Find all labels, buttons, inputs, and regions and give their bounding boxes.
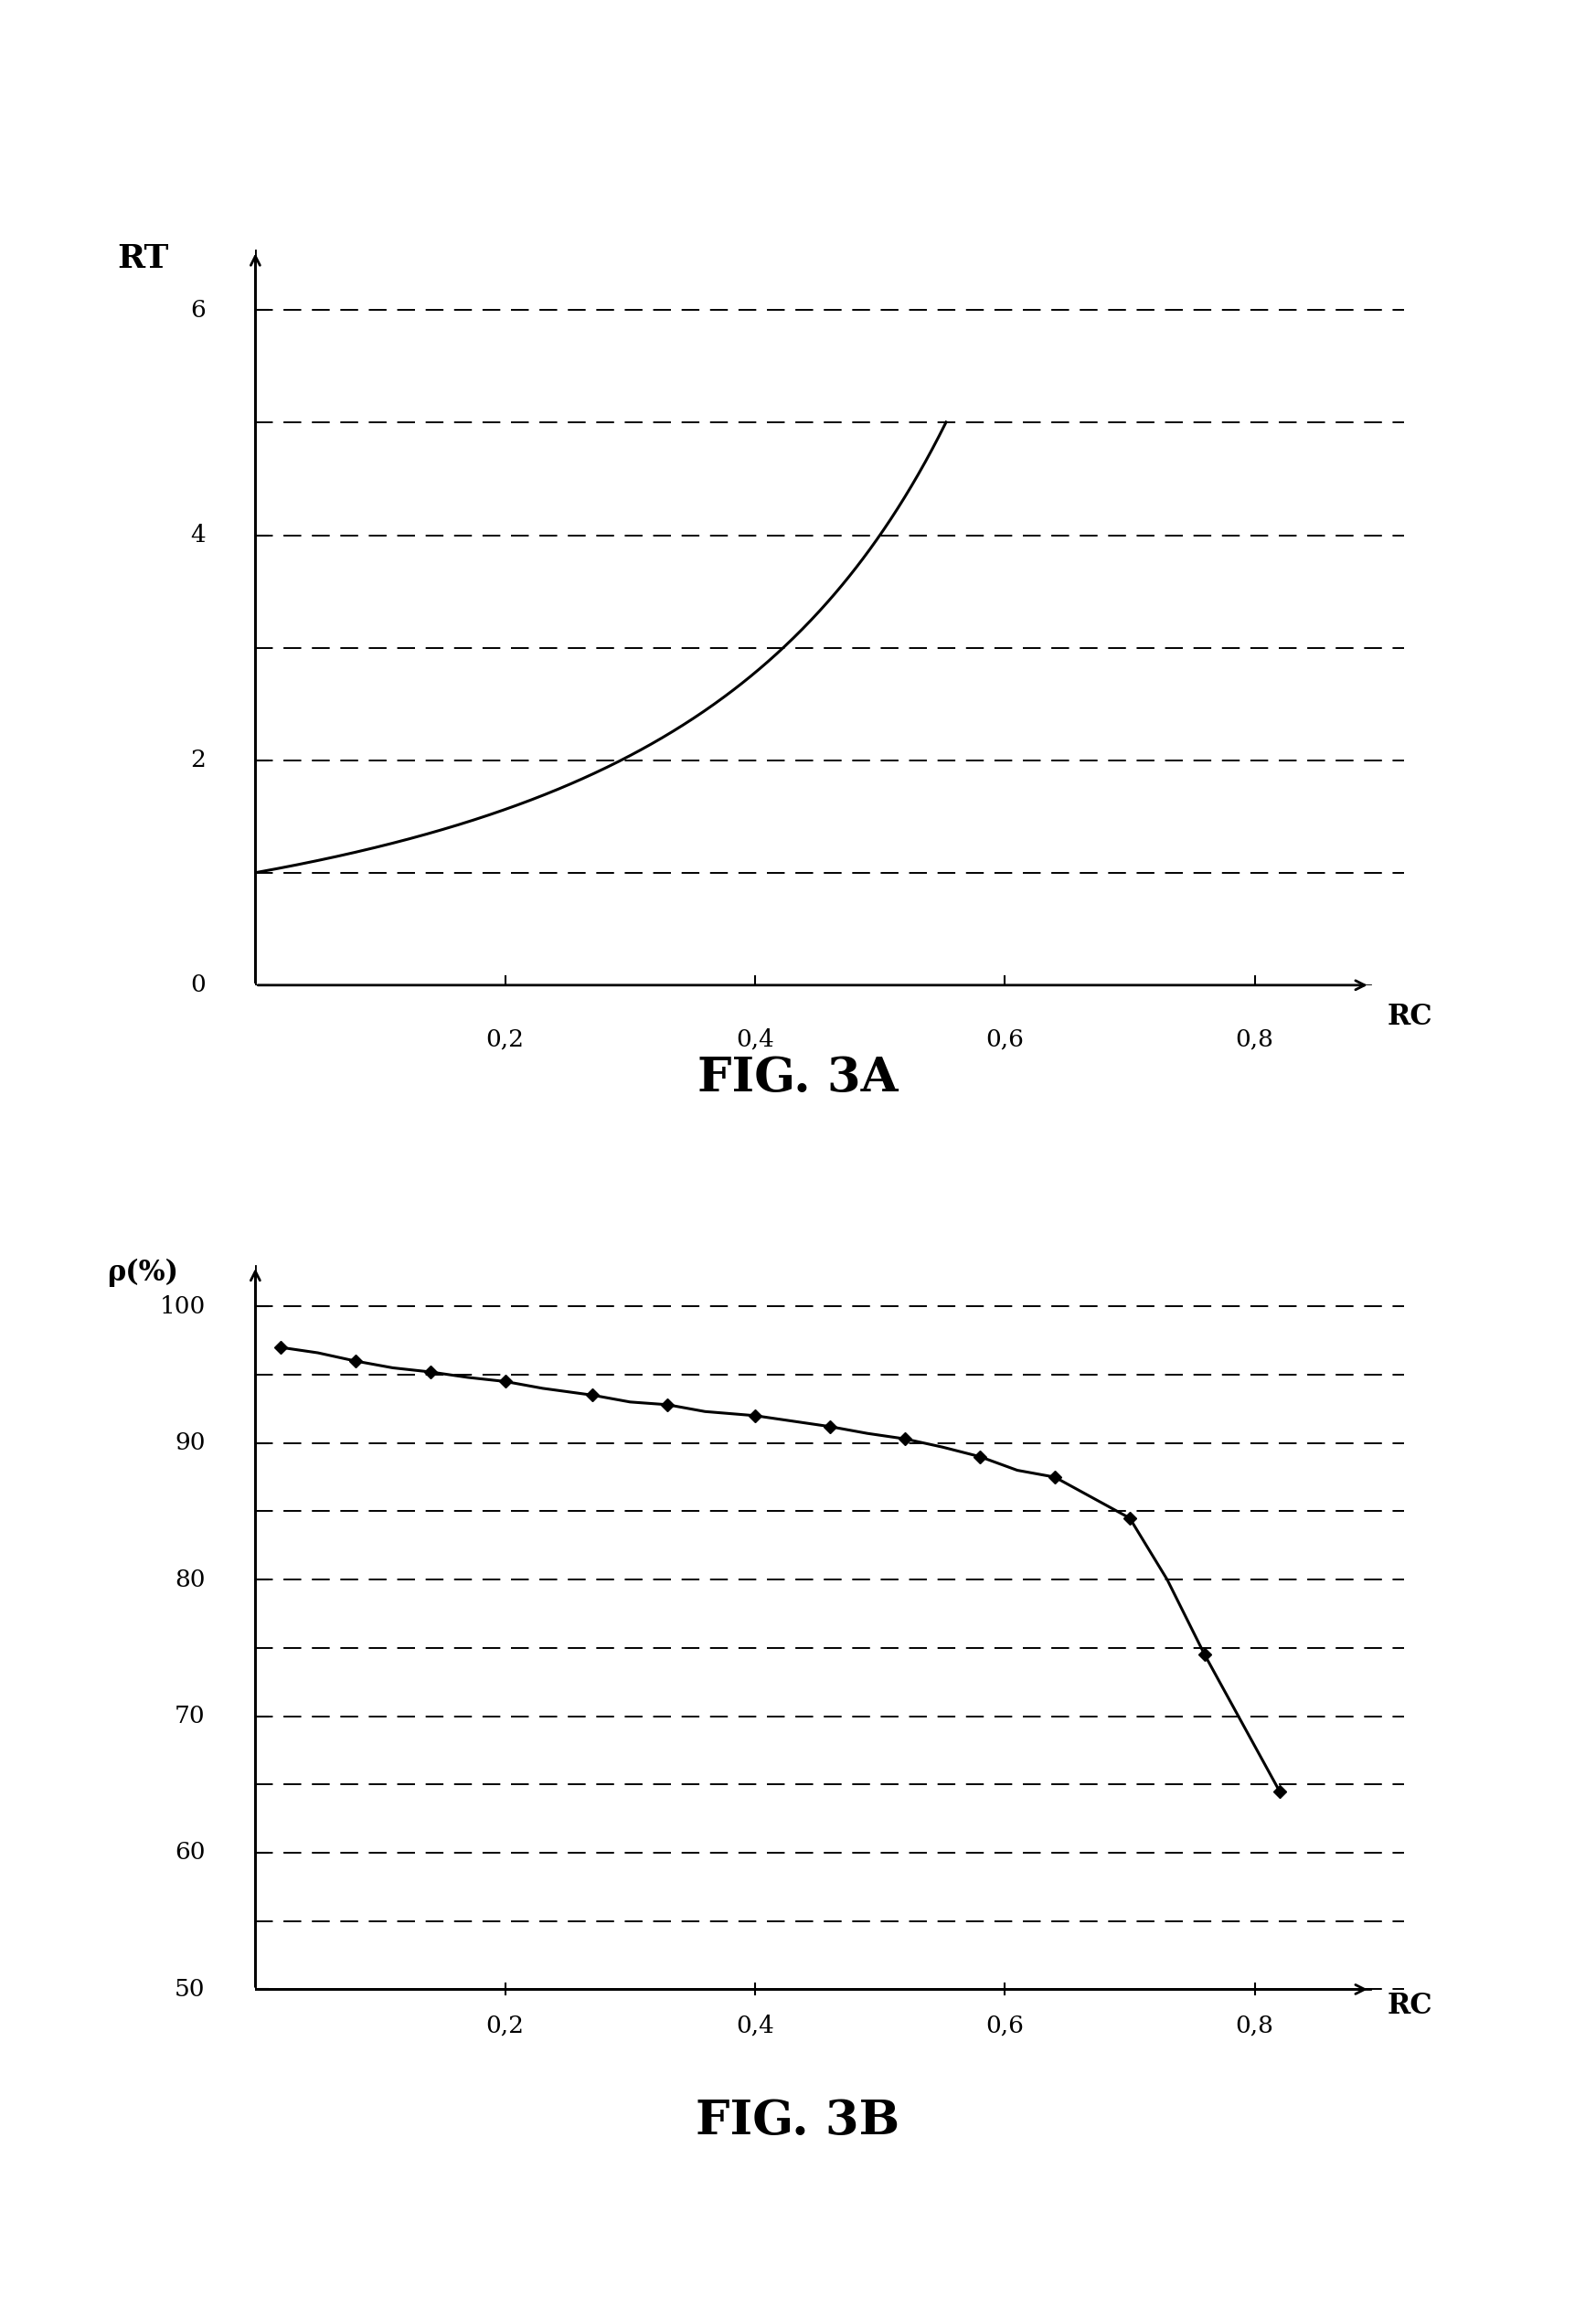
Text: ρ(%): ρ(%) <box>107 1259 179 1286</box>
Text: 0,4: 0,4 <box>736 2014 774 2038</box>
Text: FIG. 3B: FIG. 3B <box>696 2098 900 2144</box>
Text: 0,2: 0,2 <box>485 1027 525 1050</box>
Text: 60: 60 <box>176 1840 206 1864</box>
Text: RC: RC <box>1387 1991 1433 2019</box>
Text: 0: 0 <box>190 974 206 997</box>
Text: 100: 100 <box>160 1296 206 1319</box>
Text: RC: RC <box>1387 1001 1433 1032</box>
Text: RT: RT <box>117 243 169 274</box>
Text: 0,4: 0,4 <box>736 1027 774 1050</box>
Text: 80: 80 <box>176 1567 206 1590</box>
Text: 50: 50 <box>176 1977 206 2000</box>
Text: 0,6: 0,6 <box>986 2014 1025 2038</box>
Text: 2: 2 <box>190 749 206 772</box>
Text: 0,6: 0,6 <box>986 1027 1025 1050</box>
Text: 4: 4 <box>190 524 206 547</box>
Text: 90: 90 <box>176 1433 206 1453</box>
Text: FIG. 3A: FIG. 3A <box>697 1055 899 1101</box>
Text: 70: 70 <box>174 1704 206 1727</box>
Text: 0,8: 0,8 <box>1235 1027 1274 1050</box>
Text: 0,8: 0,8 <box>1235 2014 1274 2038</box>
Text: 0,2: 0,2 <box>485 2014 525 2038</box>
Text: 6: 6 <box>190 299 206 322</box>
